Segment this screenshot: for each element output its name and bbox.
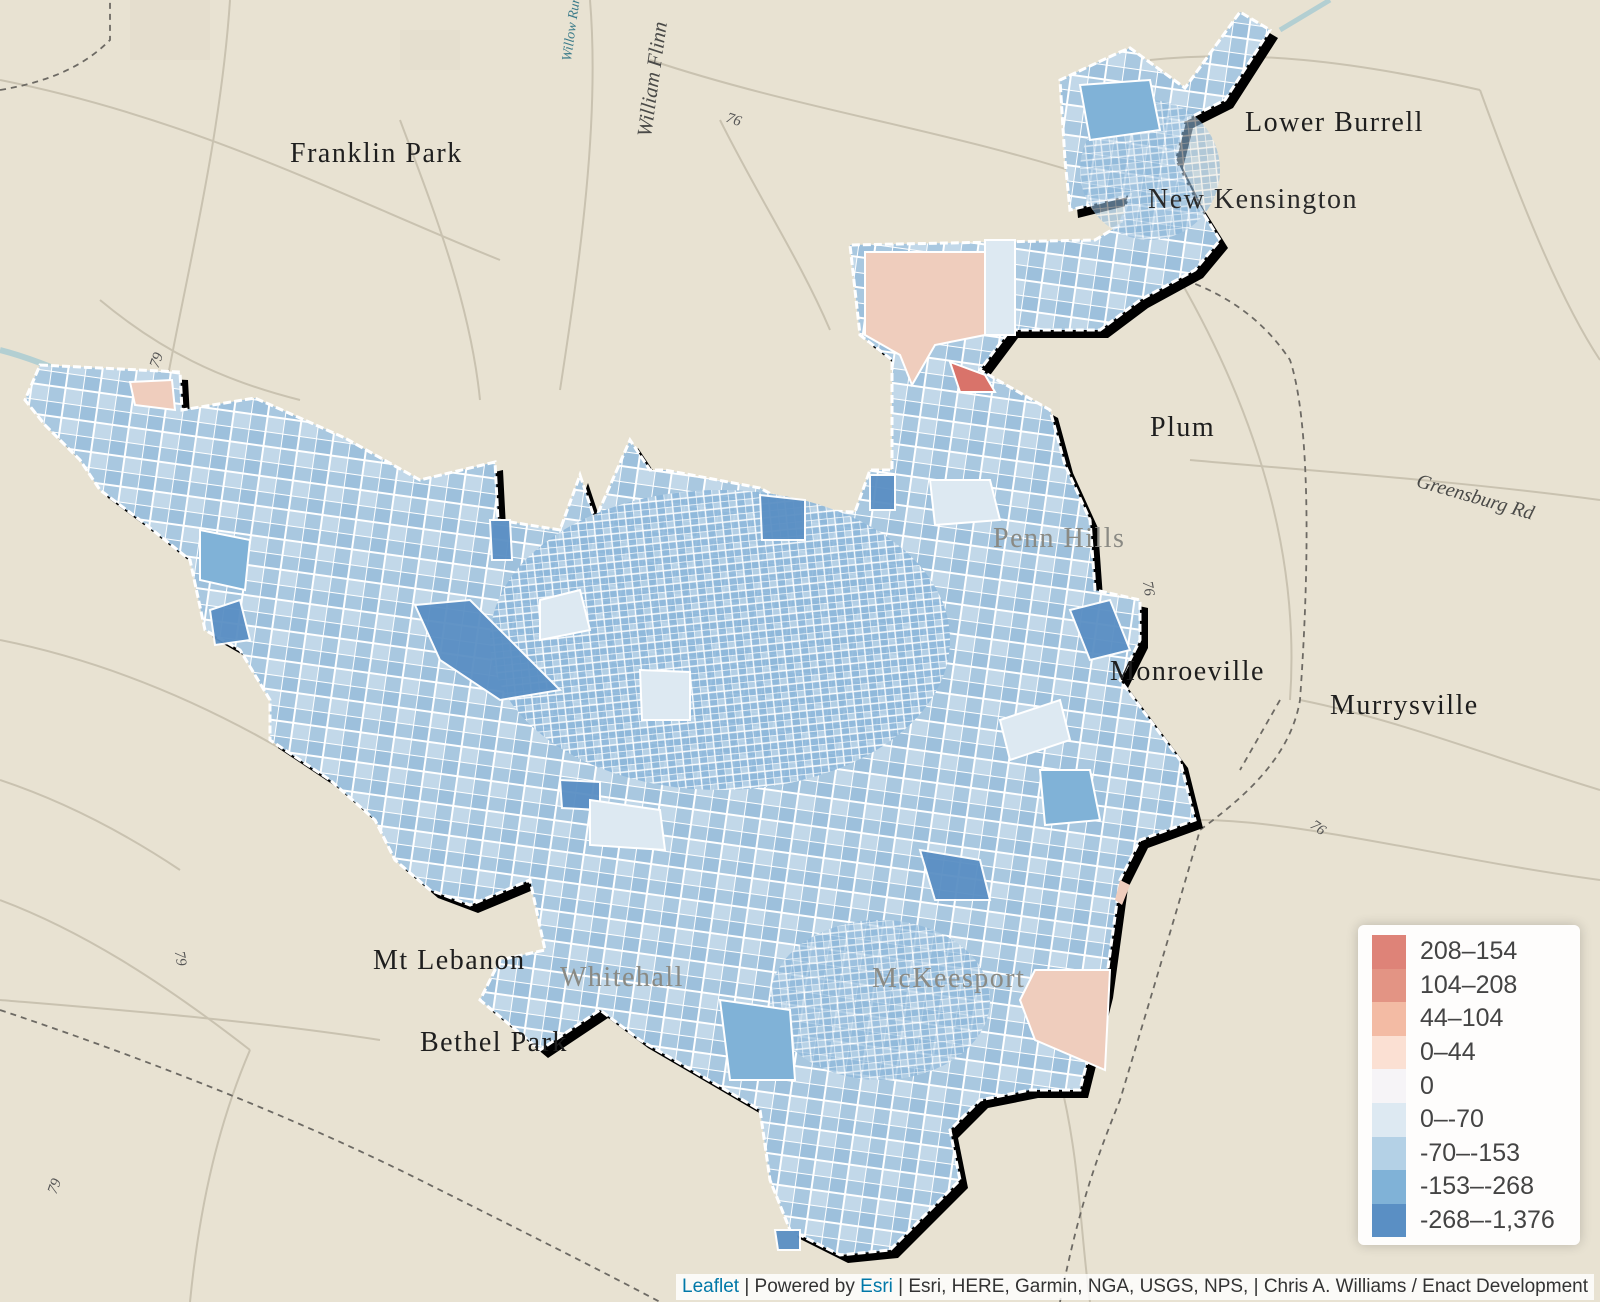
place-label-bethel-park: Bethel Park [420,1027,568,1058]
place-label-monroeville: Monroeville [1110,656,1265,687]
legend-swatch [1372,1035,1406,1070]
legend-label: 0–44 [1420,1038,1476,1067]
legend-item: -153–-268 [1372,1170,1566,1204]
map-legend: 208–154 104–208 44–104 0–44 0 0–-70 -70–… [1358,925,1580,1245]
place-label-whitehall: Whitehall [560,962,684,993]
place-label-franklin-park: Franklin Park [290,138,463,169]
legend-label: 0–-70 [1420,1105,1484,1134]
legend-swatch [1372,968,1406,1003]
legend-item: -268–-1,376 [1372,1203,1566,1238]
legend-item: 0 [1372,1069,1566,1103]
place-label-mt-lebanon: Mt Lebanon [373,945,526,976]
attribution-text: | Powered by [739,1276,861,1297]
place-label-plum: Plum [1150,412,1216,443]
legend-swatch [1372,1136,1406,1171]
legend-label: -153–-268 [1420,1172,1534,1201]
legend-swatch [1372,1069,1406,1103]
legend-label: 208–154 [1420,937,1518,966]
urban-core-tracts[interactable] [490,490,950,790]
tract-high-positive[interactable] [948,360,997,393]
legend-item: 44–104 [1372,1002,1566,1036]
legend-item: 0–-70 [1372,1102,1566,1137]
legend-item: 104–208 [1372,968,1566,1003]
tract-positive-west[interactable] [128,378,177,412]
leaflet-link[interactable]: Leaflet [682,1276,740,1297]
place-label-lower-burrell: Lower Burrell [1245,107,1424,138]
legend-label: 104–208 [1420,970,1518,999]
place-label-mckeesport: McKeesport [872,963,1026,994]
place-label-murrysville: Murrysville [1330,690,1479,721]
legend-label: 44–104 [1420,1004,1504,1033]
legend-swatch [1372,1203,1406,1238]
legend-item: 208–154 [1372,935,1566,969]
legend-label: 0 [1420,1071,1434,1100]
legend-swatch [1372,1170,1406,1204]
place-label-new-kensington: New Kensington [1148,184,1358,215]
legend-item: 0–44 [1372,1035,1566,1070]
legend-swatch [1372,935,1406,969]
highway-label: 76 [1138,579,1158,598]
legend-swatch [1372,1102,1406,1137]
map-attribution: Leaflet | Powered by Esri | Esri, HERE, … [676,1274,1594,1300]
legend-item: -70–-153 [1372,1136,1566,1171]
tract-positive-north[interactable] [864,251,986,388]
legend-label: -268–-1,376 [1420,1206,1555,1235]
highway-label: 79 [170,949,190,968]
attribution-text: | Esri, HERE, Garmin, NGA, USGS, NPS, | … [892,1276,1588,1297]
esri-link[interactable]: Esri [860,1276,893,1297]
place-label-penn-hills: Penn Hills [993,523,1126,554]
legend-swatch [1372,1002,1406,1036]
tract-positive-east[interactable] [1018,969,1112,1072]
legend-label: -70–-153 [1420,1138,1521,1167]
